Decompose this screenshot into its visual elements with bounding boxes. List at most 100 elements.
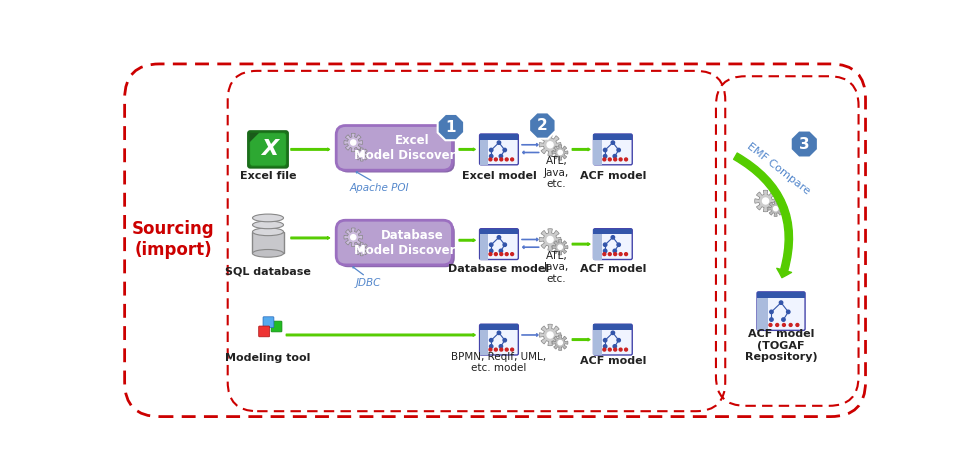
Circle shape	[547, 332, 554, 338]
Circle shape	[547, 142, 554, 148]
Circle shape	[613, 345, 616, 348]
FancyBboxPatch shape	[479, 324, 519, 330]
Circle shape	[351, 235, 355, 240]
Circle shape	[499, 158, 502, 161]
Circle shape	[503, 148, 506, 152]
Polygon shape	[344, 133, 362, 152]
Polygon shape	[754, 190, 777, 212]
Circle shape	[489, 348, 492, 351]
Polygon shape	[529, 113, 555, 139]
Ellipse shape	[252, 249, 283, 257]
Circle shape	[613, 348, 616, 351]
Circle shape	[499, 249, 502, 253]
Text: ATL,
Java,
etc.: ATL, Java, etc.	[544, 156, 569, 189]
Ellipse shape	[252, 214, 283, 222]
Circle shape	[613, 158, 616, 161]
Circle shape	[490, 339, 493, 342]
Circle shape	[503, 339, 506, 342]
FancyBboxPatch shape	[593, 134, 633, 165]
Text: Modeling tool: Modeling tool	[225, 353, 311, 363]
Text: Apache POI: Apache POI	[349, 183, 409, 193]
Polygon shape	[553, 145, 568, 160]
Circle shape	[789, 323, 792, 326]
Text: Excel
Model Discoverer: Excel Model Discoverer	[355, 134, 469, 162]
FancyBboxPatch shape	[336, 220, 452, 265]
Circle shape	[495, 158, 497, 161]
Circle shape	[609, 158, 611, 161]
Circle shape	[511, 158, 514, 161]
Circle shape	[611, 331, 614, 334]
Circle shape	[770, 318, 773, 321]
Text: SQL database: SQL database	[225, 267, 311, 277]
FancyBboxPatch shape	[757, 292, 805, 330]
FancyBboxPatch shape	[336, 125, 452, 170]
Circle shape	[558, 341, 562, 345]
FancyBboxPatch shape	[338, 128, 455, 172]
FancyBboxPatch shape	[593, 324, 633, 355]
FancyBboxPatch shape	[271, 321, 282, 332]
Text: ACF model: ACF model	[580, 356, 646, 366]
Text: ACF model
(TOGAF
Repository): ACF model (TOGAF Repository)	[745, 329, 817, 362]
Circle shape	[796, 323, 799, 326]
Polygon shape	[355, 243, 368, 256]
Circle shape	[617, 148, 620, 152]
Polygon shape	[438, 114, 464, 140]
Polygon shape	[249, 133, 260, 142]
Text: Excel model: Excel model	[462, 171, 536, 180]
Circle shape	[769, 323, 772, 326]
Text: 1: 1	[445, 120, 456, 134]
Circle shape	[360, 153, 363, 156]
Circle shape	[511, 253, 514, 256]
Circle shape	[770, 310, 773, 314]
Circle shape	[619, 158, 622, 161]
Circle shape	[776, 323, 779, 326]
Circle shape	[499, 348, 502, 351]
Circle shape	[604, 148, 607, 152]
FancyBboxPatch shape	[479, 140, 488, 165]
Circle shape	[625, 348, 628, 351]
Circle shape	[625, 158, 628, 161]
Circle shape	[617, 243, 620, 247]
Circle shape	[489, 158, 492, 161]
Ellipse shape	[252, 228, 283, 236]
Polygon shape	[791, 131, 818, 158]
FancyBboxPatch shape	[259, 326, 270, 337]
Circle shape	[511, 348, 514, 351]
Circle shape	[619, 348, 622, 351]
Text: 3: 3	[799, 136, 810, 152]
Circle shape	[499, 253, 502, 256]
FancyBboxPatch shape	[593, 228, 633, 235]
Circle shape	[503, 243, 506, 247]
Circle shape	[497, 141, 500, 144]
Text: ACF model: ACF model	[580, 171, 646, 180]
Circle shape	[495, 348, 497, 351]
Text: ACF model: ACF model	[580, 264, 646, 274]
Polygon shape	[355, 148, 368, 161]
Polygon shape	[553, 239, 568, 255]
Text: Database
Model Discoverer: Database Model Discoverer	[355, 228, 469, 256]
Text: ATL,
Java,
etc.: ATL, Java, etc.	[544, 251, 569, 284]
Circle shape	[499, 345, 502, 348]
Circle shape	[497, 331, 500, 334]
Polygon shape	[539, 228, 561, 250]
Circle shape	[609, 253, 611, 256]
Circle shape	[625, 253, 628, 256]
FancyBboxPatch shape	[593, 235, 602, 259]
FancyBboxPatch shape	[479, 324, 519, 355]
Circle shape	[505, 348, 508, 351]
FancyBboxPatch shape	[479, 134, 519, 140]
FancyBboxPatch shape	[593, 324, 633, 330]
Circle shape	[781, 318, 785, 321]
Text: Excel file: Excel file	[240, 171, 297, 181]
FancyBboxPatch shape	[247, 130, 289, 169]
Circle shape	[490, 148, 493, 152]
Circle shape	[603, 253, 606, 256]
Circle shape	[609, 348, 611, 351]
Circle shape	[604, 243, 607, 247]
Circle shape	[604, 345, 607, 348]
Circle shape	[490, 249, 493, 253]
Ellipse shape	[252, 221, 283, 228]
Circle shape	[613, 249, 616, 253]
Circle shape	[604, 154, 607, 158]
Circle shape	[360, 247, 363, 251]
